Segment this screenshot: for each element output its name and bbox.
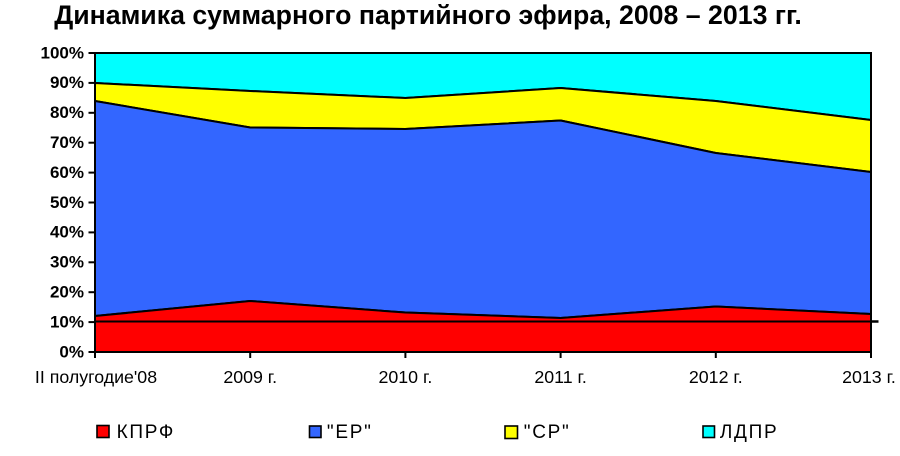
svg-text:2009 г.: 2009 г. <box>223 367 277 387</box>
svg-text:ЛДПР: ЛДПР <box>720 422 778 443</box>
svg-text:10%: 10% <box>50 312 84 331</box>
svg-text:0%: 0% <box>59 342 84 361</box>
svg-text:Динамика суммарного партийного: Динамика суммарного партийного эфира, 20… <box>54 0 802 30</box>
svg-text:40%: 40% <box>50 223 84 242</box>
svg-text:70%: 70% <box>50 133 84 152</box>
svg-text:II полугодие'08: II полугодие'08 <box>35 367 157 387</box>
svg-text:2012 г.: 2012 г. <box>689 367 743 387</box>
svg-text:"ЕР": "ЕР" <box>327 422 373 443</box>
svg-text:"СР": "СР" <box>524 422 571 443</box>
svg-text:2013 г.: 2013 г. <box>842 367 896 387</box>
svg-text:90%: 90% <box>50 73 84 92</box>
svg-text:60%: 60% <box>50 163 84 182</box>
svg-text:КПРФ: КПРФ <box>117 422 175 443</box>
svg-text:20%: 20% <box>50 283 84 302</box>
svg-text:50%: 50% <box>50 193 84 212</box>
svg-text:30%: 30% <box>50 253 84 272</box>
svg-text:100%: 100% <box>41 43 84 62</box>
svg-text:2011 г.: 2011 г. <box>534 367 586 387</box>
svg-text:80%: 80% <box>50 103 84 122</box>
svg-text:2010 г.: 2010 г. <box>379 367 433 387</box>
